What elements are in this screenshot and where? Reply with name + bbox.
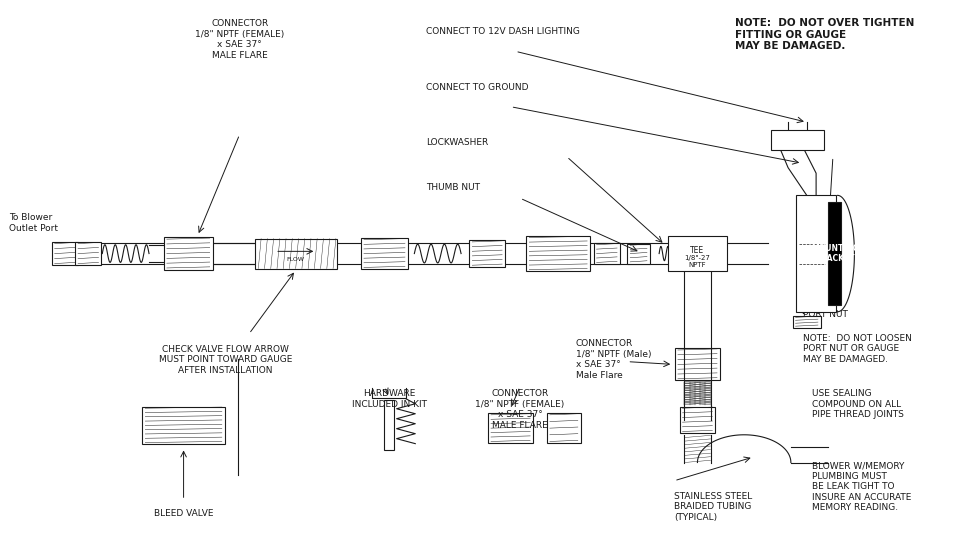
Bar [593, 243, 620, 264]
Bar [526, 236, 590, 271]
Bar [679, 407, 715, 433]
Text: LOCKWASHER: LOCKWASHER [427, 138, 489, 147]
Text: NPTF: NPTF [689, 262, 706, 268]
Text: THUMB NUT: THUMB NUT [427, 183, 480, 192]
Bar [792, 316, 821, 328]
Bar [52, 242, 78, 265]
Text: MOUNTING
BRACKET: MOUNTING BRACKET [811, 244, 858, 263]
Text: CHECK VALVE FLOW ARROW
MUST POINT TOWARD GAUGE
AFTER INSTALLATION: CHECK VALVE FLOW ARROW MUST POINT TOWARD… [159, 345, 292, 375]
Text: CONNECTOR
1/8" NPTF (Male)
x SAE 37°
Male Flare: CONNECTOR 1/8" NPTF (Male) x SAE 37° Mal… [576, 339, 652, 380]
Bar [255, 238, 337, 268]
Text: To Blower
Outlet Port: To Blower Outlet Port [9, 213, 57, 233]
Text: BLEED VALVE: BLEED VALVE [154, 509, 213, 517]
Bar [164, 237, 212, 270]
Bar [668, 236, 727, 271]
Text: CONNECTOR
1/8" NPTF (FEMALE)
x SAE 37°
MALE FLARE: CONNECTOR 1/8" NPTF (FEMALE) x SAE 37° M… [476, 389, 565, 429]
Bar [361, 238, 408, 269]
Text: CONNECT TO GROUND: CONNECT TO GROUND [427, 83, 529, 92]
Text: HARDWARE
INCLUDED IN KIT: HARDWARE INCLUDED IN KIT [351, 389, 427, 409]
Text: CONNECTOR
1/8" NPTF (FEMALE)
x SAE 37°
MALE FLARE: CONNECTOR 1/8" NPTF (FEMALE) x SAE 37° M… [195, 19, 284, 60]
Bar [771, 130, 824, 150]
Text: BLOWER W/MEMORY
PLUMBING MUST
BE LEAK TIGHT TO
INSURE AN ACCURATE
MEMORY READING: BLOWER W/MEMORY PLUMBING MUST BE LEAK TI… [812, 461, 912, 512]
Text: FLOW: FLOW [287, 257, 304, 262]
Text: TEE: TEE [690, 246, 704, 255]
Bar [470, 240, 505, 267]
Bar [143, 407, 225, 444]
Text: USE SEALING
COMPOUND ON ALL
PIPE THREAD JOINTS: USE SEALING COMPOUND ON ALL PIPE THREAD … [812, 389, 904, 419]
Bar [547, 413, 581, 443]
Bar [675, 348, 720, 380]
Text: 1/8"-27: 1/8"-27 [684, 255, 710, 261]
Text: CONNECT TO 12V DASH LIGHTING: CONNECT TO 12V DASH LIGHTING [427, 27, 580, 36]
Bar [828, 202, 841, 305]
Text: STAINLESS STEEL
BRAIDED TUBING
(TYPICAL): STAINLESS STEEL BRAIDED TUBING (TYPICAL) [674, 492, 752, 522]
Bar [76, 242, 101, 265]
Text: NOTE:  DO NOT LOOSEN
PORT NUT OR GAUGE
MAY BE DAMAGED.: NOTE: DO NOT LOOSEN PORT NUT OR GAUGE MA… [803, 334, 912, 364]
Bar [628, 243, 650, 263]
Bar [488, 413, 533, 443]
Text: NOTE:  DO NOT OVER TIGHTEN
FITTING OR GAUGE
MAY BE DAMAGED.: NOTE: DO NOT OVER TIGHTEN FITTING OR GAU… [735, 18, 914, 51]
Bar [385, 400, 393, 450]
Text: PORT NUT: PORT NUT [803, 310, 848, 319]
Bar [795, 196, 835, 312]
